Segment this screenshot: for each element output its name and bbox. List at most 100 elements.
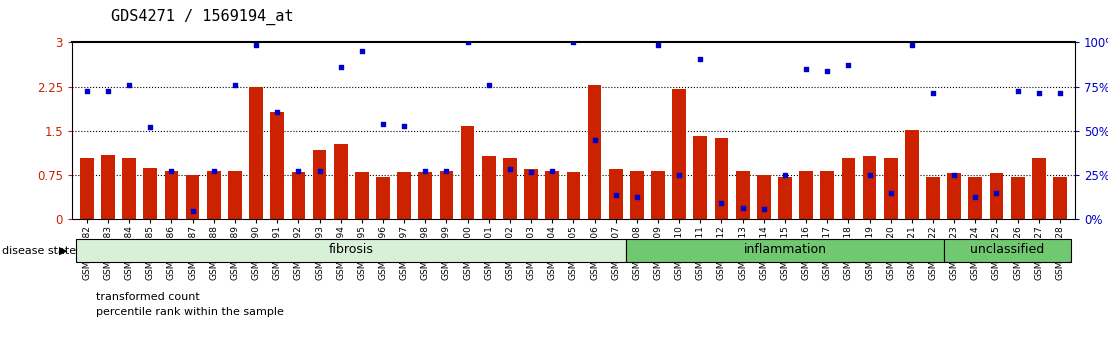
Point bbox=[268, 109, 286, 115]
Point bbox=[966, 194, 984, 200]
Bar bbox=[461, 126, 474, 219]
Bar bbox=[76, 239, 626, 262]
Bar bbox=[968, 177, 982, 219]
Bar bbox=[694, 136, 707, 219]
Bar bbox=[122, 158, 136, 219]
Point bbox=[861, 172, 879, 178]
Point bbox=[1051, 90, 1069, 96]
Bar bbox=[778, 177, 792, 219]
Point bbox=[670, 172, 688, 178]
Text: ▶: ▶ bbox=[59, 246, 68, 256]
Bar bbox=[863, 156, 876, 219]
Bar bbox=[947, 173, 961, 219]
Bar bbox=[736, 171, 749, 219]
Point bbox=[205, 168, 223, 174]
Bar bbox=[905, 130, 919, 219]
Point bbox=[840, 62, 858, 68]
Text: unclassified: unclassified bbox=[970, 244, 1044, 256]
Point bbox=[121, 82, 138, 88]
Bar bbox=[820, 171, 834, 219]
Point bbox=[628, 194, 646, 200]
Point bbox=[1030, 90, 1048, 96]
Point bbox=[396, 124, 413, 129]
Bar bbox=[440, 171, 453, 219]
Bar bbox=[989, 173, 1004, 219]
Point bbox=[903, 42, 921, 48]
Point bbox=[459, 40, 476, 45]
Bar bbox=[503, 158, 516, 219]
Bar bbox=[80, 158, 94, 219]
Point bbox=[226, 82, 244, 88]
Point bbox=[755, 206, 772, 212]
Bar bbox=[926, 177, 940, 219]
Bar bbox=[355, 172, 369, 219]
Point bbox=[289, 168, 307, 174]
Bar bbox=[884, 158, 897, 219]
Bar bbox=[1053, 177, 1067, 219]
Bar bbox=[207, 171, 220, 219]
Bar bbox=[757, 175, 771, 219]
Point bbox=[691, 56, 709, 62]
Bar bbox=[1032, 158, 1046, 219]
Bar bbox=[715, 138, 728, 219]
Bar bbox=[652, 171, 665, 219]
Bar bbox=[291, 172, 305, 219]
Point bbox=[543, 168, 561, 174]
Text: disease state: disease state bbox=[2, 246, 76, 256]
Point bbox=[331, 64, 349, 70]
Bar bbox=[566, 172, 581, 219]
Point bbox=[798, 66, 815, 72]
Point bbox=[607, 192, 625, 198]
Bar bbox=[398, 172, 411, 219]
Text: inflammation: inflammation bbox=[743, 244, 827, 256]
Bar bbox=[482, 156, 495, 219]
Bar bbox=[101, 155, 115, 219]
Point bbox=[142, 125, 160, 130]
Point bbox=[712, 200, 730, 206]
Point bbox=[99, 88, 116, 94]
Point bbox=[776, 172, 793, 178]
Text: percentile rank within the sample: percentile rank within the sample bbox=[96, 307, 284, 317]
Bar bbox=[626, 239, 944, 262]
Point bbox=[586, 137, 604, 143]
Bar bbox=[608, 169, 623, 219]
Bar bbox=[186, 175, 199, 219]
Point bbox=[1008, 88, 1026, 94]
Bar bbox=[587, 85, 602, 219]
Bar bbox=[270, 112, 284, 219]
Point bbox=[78, 88, 95, 94]
Point bbox=[375, 121, 392, 127]
Bar bbox=[630, 171, 644, 219]
Bar bbox=[143, 167, 157, 219]
Bar bbox=[799, 171, 813, 219]
Bar bbox=[1010, 177, 1025, 219]
Bar bbox=[249, 87, 263, 219]
Point bbox=[649, 42, 667, 48]
Bar bbox=[673, 88, 686, 219]
Bar bbox=[228, 171, 242, 219]
Point bbox=[733, 205, 751, 211]
Bar bbox=[312, 150, 327, 219]
Bar bbox=[842, 158, 855, 219]
Bar bbox=[165, 171, 178, 219]
Point bbox=[501, 166, 519, 172]
Text: GDS4271 / 1569194_at: GDS4271 / 1569194_at bbox=[111, 9, 294, 25]
Bar bbox=[419, 172, 432, 219]
Point bbox=[945, 172, 963, 178]
Bar bbox=[524, 169, 538, 219]
Point bbox=[819, 68, 837, 74]
Text: fibrosis: fibrosis bbox=[329, 244, 373, 256]
Point bbox=[310, 168, 328, 174]
Point bbox=[480, 82, 497, 88]
Point bbox=[184, 208, 202, 213]
Point bbox=[247, 42, 265, 48]
Point bbox=[163, 168, 181, 174]
Point bbox=[924, 90, 942, 96]
Point bbox=[882, 190, 900, 196]
Point bbox=[438, 168, 455, 174]
Point bbox=[522, 170, 540, 175]
Bar bbox=[334, 144, 348, 219]
Text: transformed count: transformed count bbox=[96, 292, 199, 302]
Point bbox=[417, 168, 434, 174]
Bar bbox=[944, 239, 1070, 262]
